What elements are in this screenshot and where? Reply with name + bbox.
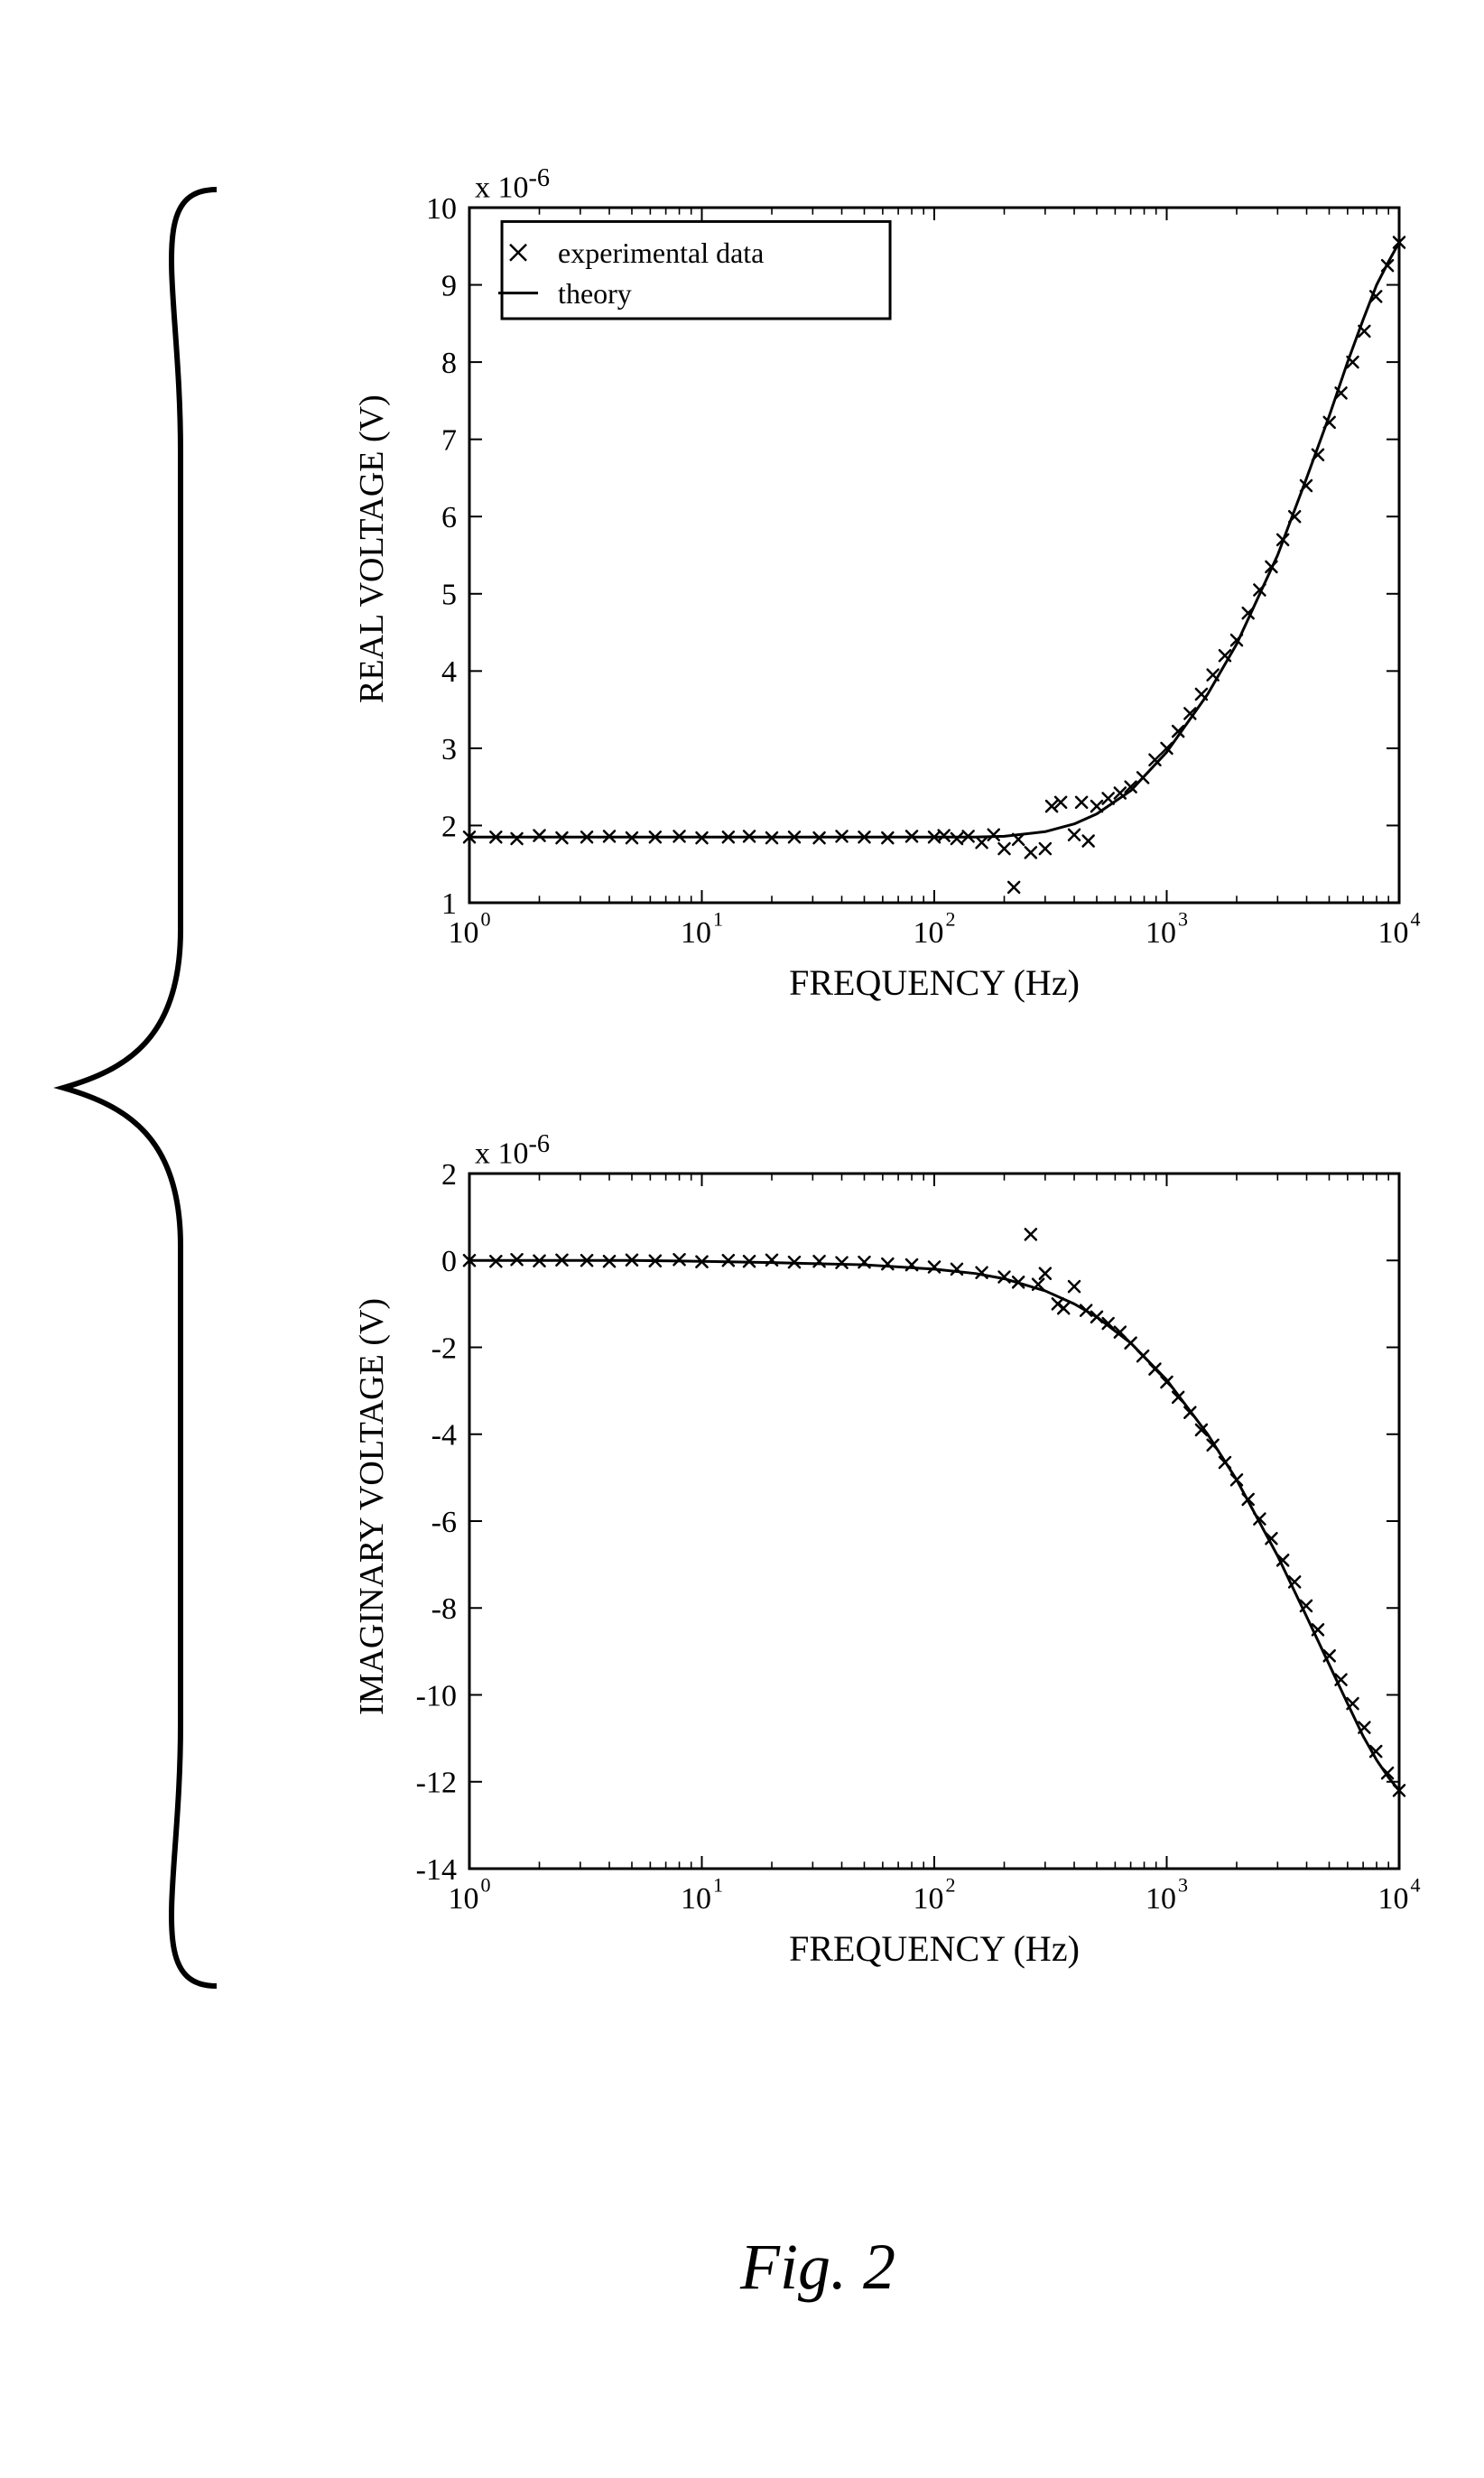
svg-text:104: 104	[1377, 1874, 1420, 1917]
y-axis-label-a: REAL VOLTAGE (V)	[352, 394, 392, 703]
svg-text:102: 102	[913, 1874, 955, 1917]
real-voltage-chart: x 10-6 REAL VOLTAGE (V) 1234567891010010…	[289, 153, 1444, 1002]
charts-container: x 10-6 REAL VOLTAGE (V) 1234567891010010…	[289, 153, 1444, 2085]
svg-text:8: 8	[441, 347, 457, 380]
svg-text:5: 5	[441, 579, 457, 612]
svg-text:4: 4	[441, 655, 457, 689]
figure-caption: Fig. 2	[740, 2230, 895, 2305]
svg-text:2: 2	[441, 810, 457, 843]
y-mult-exp-a: -6	[529, 164, 551, 192]
svg-text:theory: theory	[558, 277, 632, 310]
left-curly-brace	[36, 181, 253, 1995]
svg-text:0: 0	[441, 1245, 457, 1278]
y-axis-label-b: IMAGINARY VOLTAGE (V)	[352, 1298, 392, 1715]
chart-svg-b: -14-12-10-8-6-4-202100101102103104	[289, 1119, 1444, 1968]
svg-text:9: 9	[441, 269, 457, 302]
y-multiplier-label-b: x 10-6	[475, 1130, 550, 1171]
page: x 10-6 REAL VOLTAGE (V) 1234567891010010…	[0, 0, 1484, 2478]
svg-text:3: 3	[441, 733, 457, 766]
y-mult-base-b: x 10	[475, 1137, 529, 1171]
svg-text:6: 6	[441, 501, 457, 534]
svg-text:-6: -6	[431, 1506, 457, 1539]
svg-text:2: 2	[441, 1158, 457, 1192]
svg-text:-2: -2	[431, 1332, 457, 1365]
svg-text:-10: -10	[416, 1679, 457, 1712]
svg-text:experimental data: experimental data	[558, 237, 764, 269]
y-multiplier-label-a: x 10-6	[475, 164, 550, 205]
y-mult-exp-b: -6	[529, 1130, 551, 1158]
svg-text:101: 101	[681, 908, 723, 951]
svg-text:102: 102	[913, 908, 955, 951]
svg-text:10: 10	[426, 192, 457, 226]
brace-svg	[36, 181, 253, 1995]
svg-text:103: 103	[1145, 908, 1188, 951]
y-mult-base-a: x 10	[475, 172, 529, 205]
svg-text:101: 101	[681, 1874, 723, 1917]
svg-text:7: 7	[441, 424, 457, 458]
imaginary-voltage-chart: x 10-6 IMAGINARY VOLTAGE (V) -14-12-10-8…	[289, 1119, 1444, 1968]
svg-text:-4: -4	[431, 1419, 457, 1452]
svg-text:-8: -8	[431, 1592, 457, 1626]
chart-svg-a: 12345678910100101102103104experimental d…	[289, 153, 1444, 1002]
svg-text:104: 104	[1377, 908, 1420, 951]
svg-text:103: 103	[1145, 1874, 1188, 1917]
x-axis-label-b: FREQUENCY (Hz)	[772, 1927, 1097, 1970]
x-axis-label-a: FREQUENCY (Hz)	[772, 961, 1097, 1004]
svg-text:-12: -12	[416, 1767, 457, 1800]
